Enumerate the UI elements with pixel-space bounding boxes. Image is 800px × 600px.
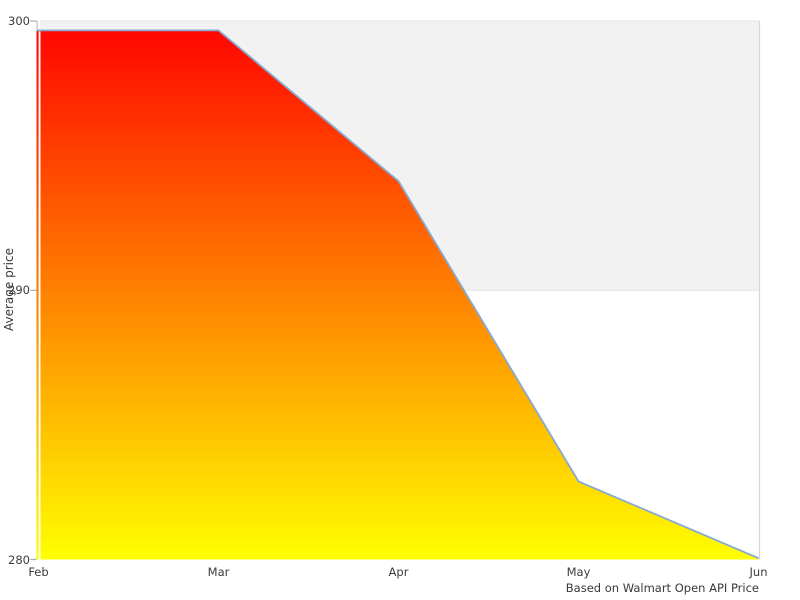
y-axis-label-280: 280 xyxy=(8,552,30,567)
series-line xyxy=(36,29,759,560)
x-axis-label-feb: Feb xyxy=(28,565,49,579)
y-axis-label-300: 300 xyxy=(8,14,30,28)
x-axis-label-mar: Mar xyxy=(207,565,230,579)
y-axis-label-290: 290 xyxy=(8,283,30,298)
x-axis-label-jun: Jun xyxy=(749,565,768,579)
axis-gap-overlay xyxy=(38,31,41,560)
area-fill xyxy=(36,30,759,560)
x-axis-label-may: May xyxy=(566,565,591,579)
chart-caption: Based on Walmart Open API Price xyxy=(565,581,759,595)
x-axis-label-apr: Apr xyxy=(388,565,409,579)
